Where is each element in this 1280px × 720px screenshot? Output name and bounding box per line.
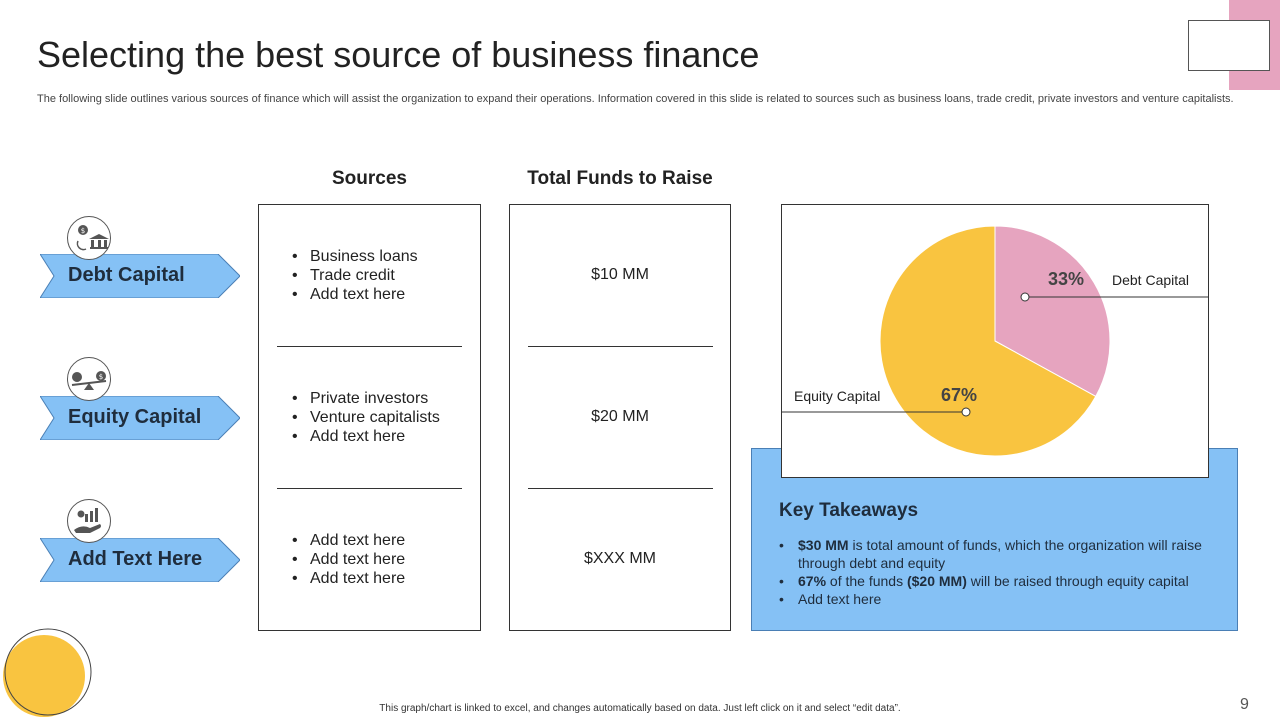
page-number: 9 — [1240, 696, 1249, 713]
sources-list-equity: Private investors Venture capitalists Ad… — [289, 389, 469, 446]
leader-dot — [961, 407, 971, 417]
list-item: Add text here — [289, 427, 469, 446]
list-item: Add text here — [779, 590, 1229, 608]
sources-column-header: Sources — [332, 168, 407, 189]
decorative-yellow-circle — [3, 635, 85, 717]
slice-name-label: Debt Capital — [1112, 272, 1189, 288]
list-item: Add text here — [289, 531, 469, 550]
category-label-other: Add Text Here — [68, 548, 203, 570]
category-tag-other — [40, 538, 240, 582]
money-bank-icon: $ — [67, 216, 111, 260]
category-tag-equity — [40, 396, 240, 440]
pie-chart-panel[interactable]: 33% Debt Capital 67% Equity Capital — [781, 204, 1210, 478]
list-item: Venture capitalists — [289, 408, 469, 427]
fund-value-other: $XXX MM — [583, 550, 656, 567]
list-item: Trade credit — [289, 266, 469, 285]
list-item: Business loans — [289, 247, 469, 266]
funds-divider — [528, 346, 713, 347]
list-item: $30 MM is total amount of funds, which t… — [779, 536, 1229, 572]
data-label: 67% — [941, 385, 977, 405]
pie-slice-debt-capital[interactable] — [994, 225, 1111, 398]
leader-dot — [1020, 292, 1030, 302]
category-tag-debt — [40, 254, 240, 298]
balance-scale-icon: $ — [67, 357, 111, 401]
sources-list-other: Add text here Add text here Add text her… — [289, 531, 469, 588]
category-label-debt: Debt Capital — [68, 264, 185, 286]
page-title: Selecting the best source of business fi… — [37, 34, 760, 75]
pie-chart[interactable]: 33% Debt Capital 67% Equity Capital — [782, 205, 1210, 477]
data-label: 33% — [1048, 269, 1084, 289]
hand-growth-icon — [67, 499, 111, 543]
list-item: Add text here — [289, 550, 469, 569]
svg-text:$: $ — [99, 373, 103, 381]
list-item: Add text here — [289, 569, 469, 588]
decorative-outline-circle — [4, 628, 92, 716]
decorative-circles — [3, 628, 92, 717]
list-item: Private investors — [289, 389, 469, 408]
fund-value-equity: $20 MM — [591, 408, 649, 425]
sources-divider — [277, 346, 462, 347]
footer-note: This graph/chart is linked to excel, and… — [379, 703, 901, 714]
decorative-frame — [1188, 20, 1270, 71]
list-item: Add text here — [289, 285, 469, 304]
key-takeaways-list: $30 MM is total amount of funds, which t… — [779, 536, 1229, 608]
list-item: 67% of the funds ($20 MM) will be raised… — [779, 572, 1229, 590]
funds-panel — [509, 204, 731, 631]
funds-divider — [528, 488, 713, 489]
funds-column-header: Total Funds to Raise — [527, 168, 713, 189]
slice-name-label: Equity Capital — [794, 388, 880, 404]
pie-slice-equity-capital[interactable] — [879, 225, 1097, 457]
fund-value-debt: $10 MM — [591, 266, 649, 283]
sources-divider — [277, 488, 462, 489]
sources-list-debt: Business loans Trade credit Add text her… — [289, 247, 469, 304]
category-label-equity: Equity Capital — [68, 406, 202, 428]
page-subtitle: The following slide outlines various sou… — [37, 93, 1234, 105]
key-takeaways-title: Key Takeaways — [779, 500, 919, 521]
svg-text:$: $ — [81, 227, 85, 235]
